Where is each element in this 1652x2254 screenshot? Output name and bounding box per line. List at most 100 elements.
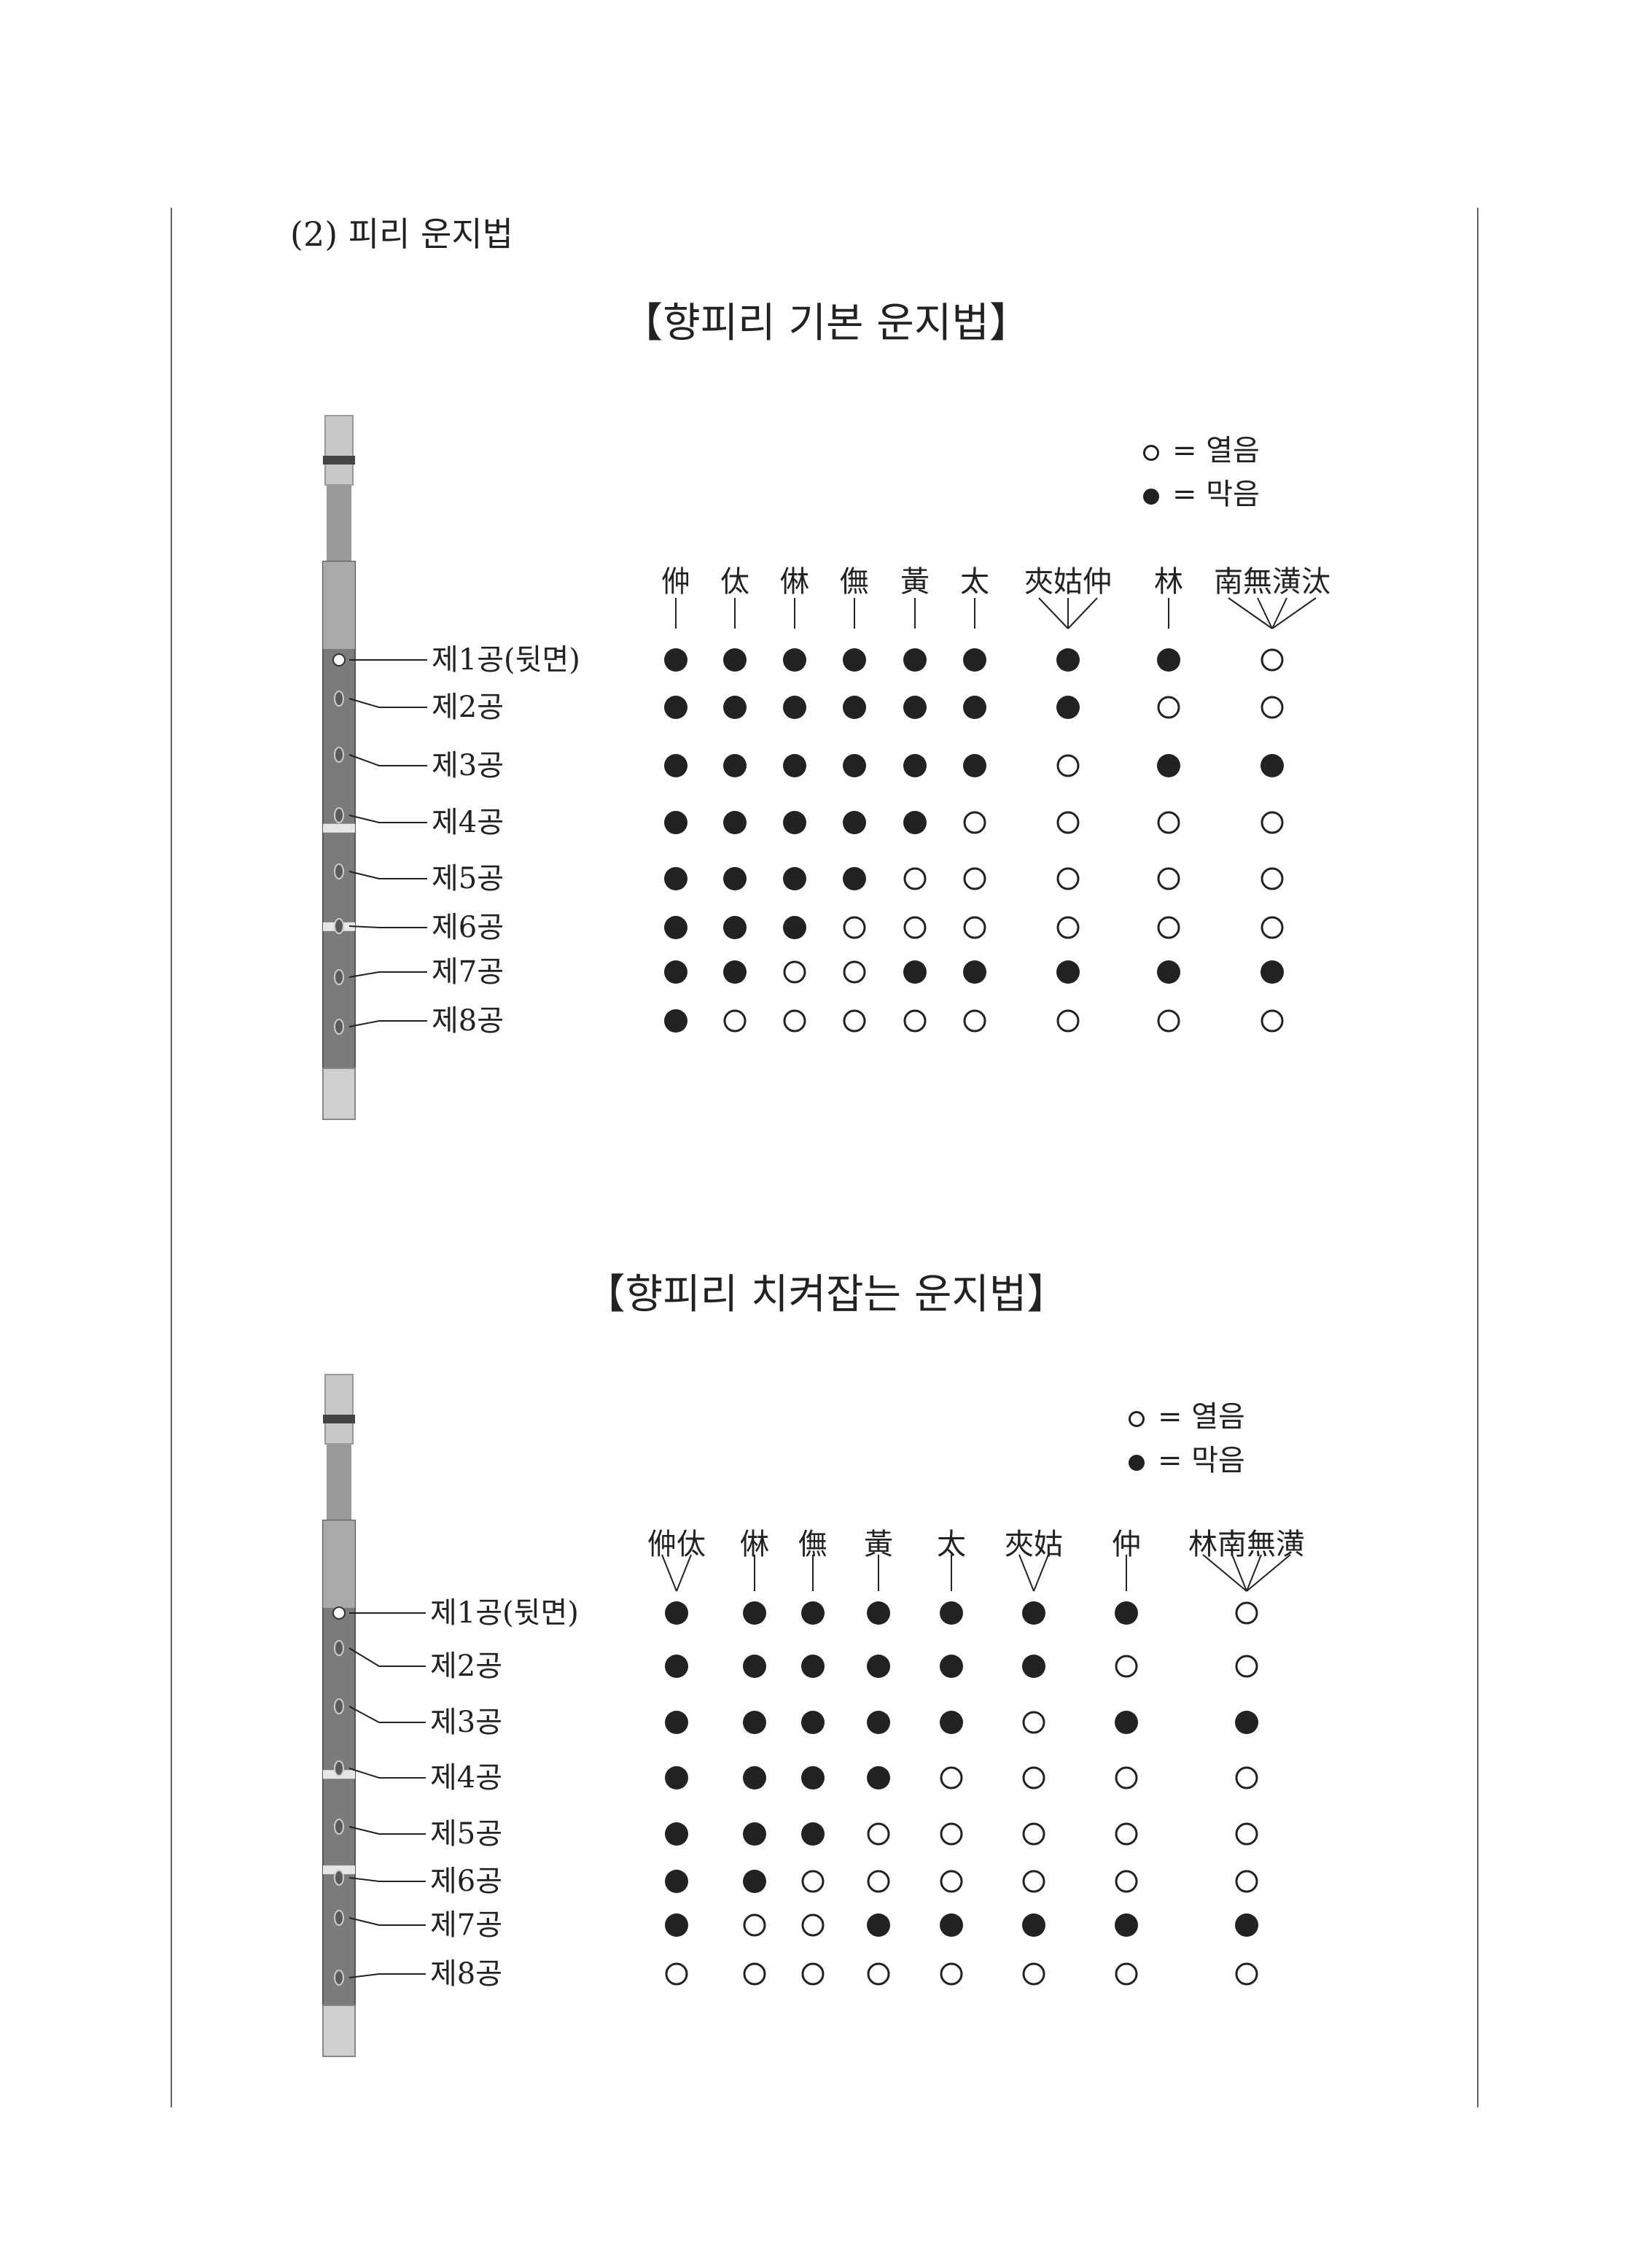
hole-label: 제3공 xyxy=(430,1706,503,1739)
pipe-hole xyxy=(332,653,346,667)
note-label: 夾姑 xyxy=(1005,1528,1063,1561)
closed-hole-mark xyxy=(665,1601,688,1625)
open-hole-mark xyxy=(1056,811,1080,834)
legend-open-label: = 열음 xyxy=(1172,434,1260,467)
piri-reed xyxy=(324,415,354,486)
section-heading: (2) 피리 운지법 xyxy=(290,214,514,254)
note-connector-line xyxy=(1018,1554,1035,1592)
open-hole-mark xyxy=(783,960,806,984)
closed-hole-mark xyxy=(867,1711,890,1734)
hole-leader-line xyxy=(348,1917,426,1926)
left-margin-rule xyxy=(171,208,172,2107)
open-hole-mark xyxy=(1235,1655,1258,1678)
open-hole-mark xyxy=(843,916,866,939)
open-hole-mark xyxy=(1022,1766,1045,1789)
open-hole-mark xyxy=(1235,1766,1258,1789)
closed-hole-mark xyxy=(1115,1601,1138,1625)
pipe-hole xyxy=(334,1760,344,1776)
piri-neck xyxy=(327,1444,351,1524)
closed-hole-mark xyxy=(903,811,927,834)
hole-leader-line xyxy=(348,1647,426,1667)
note-label: 太 xyxy=(937,1528,966,1561)
pipe-hole xyxy=(332,1606,346,1620)
note-connector-line xyxy=(1231,1554,1247,1592)
hole-label: 제2공 xyxy=(430,1649,503,1683)
open-hole-mark xyxy=(1022,1711,1045,1734)
note-label: 㑣 xyxy=(780,565,809,599)
open-hole-mark xyxy=(1022,1962,1045,1986)
closed-hole-mark xyxy=(903,696,927,719)
legend-closed-label: = 막음 xyxy=(1172,478,1260,511)
pipe-hole xyxy=(334,1910,344,1926)
piri-instrument xyxy=(322,1374,356,2057)
piri-instrument xyxy=(322,415,356,1120)
hole-leader-line xyxy=(348,871,427,879)
closed-hole-mark xyxy=(963,696,986,719)
open-hole-mark xyxy=(1115,1870,1138,1893)
open-hole-mark xyxy=(1056,754,1080,777)
piri-body-highlight xyxy=(323,561,355,649)
hole-leader-line xyxy=(348,1768,426,1779)
closed-hole-mark xyxy=(867,1913,890,1937)
open-hole-mark xyxy=(1115,1822,1138,1846)
closed-hole-mark xyxy=(801,1822,825,1846)
closed-hole-mark xyxy=(723,867,747,890)
piri-neck xyxy=(327,485,351,565)
open-hole-mark xyxy=(963,916,986,939)
open-hole-mark xyxy=(903,916,927,939)
note-label: 林 xyxy=(1154,565,1183,599)
open-hole-mark xyxy=(1261,1009,1284,1033)
hole-label: 제7공 xyxy=(432,955,504,989)
hole-leader-line xyxy=(348,754,427,766)
closed-hole-mark xyxy=(1235,1711,1258,1734)
hole-leader-line xyxy=(348,1826,426,1835)
fingering-chart-basic-graphic xyxy=(322,415,1317,1120)
closed-hole-mark xyxy=(665,1711,688,1734)
closed-hole-mark xyxy=(903,960,927,984)
piri-bell xyxy=(322,1068,356,1120)
closed-hole-mark xyxy=(801,1655,825,1678)
closed-hole-mark xyxy=(783,754,806,777)
hole-label: 제4공 xyxy=(430,1761,503,1795)
hole-label: 제5공 xyxy=(432,862,504,895)
open-hole-mark xyxy=(1115,1766,1138,1789)
hole-label: 제4공 xyxy=(432,806,504,839)
closed-hole-mark xyxy=(783,811,806,834)
pipe-hole xyxy=(334,863,344,879)
closed-hole-mark xyxy=(664,754,687,777)
closed-hole-mark xyxy=(801,1601,825,1625)
hole-label: 제1공(뒷면) xyxy=(430,1596,579,1630)
open-hole-mark xyxy=(801,1870,825,1893)
closed-hole-mark xyxy=(843,648,866,672)
open-hole-mark xyxy=(801,1913,825,1937)
closed-hole-mark xyxy=(867,1766,890,1789)
closed-hole-mark xyxy=(903,648,927,672)
open-hole-mark xyxy=(1261,696,1284,719)
closed-hole-mark xyxy=(843,754,866,777)
note-label: 夾姑仲 xyxy=(1024,565,1112,599)
pipe-hole xyxy=(334,1870,344,1886)
open-hole-mark xyxy=(1235,1870,1258,1893)
hole-leader-line xyxy=(348,815,427,823)
closed-hole-mark xyxy=(940,1601,963,1625)
closed-hole-mark xyxy=(867,1601,890,1625)
fingering-chart-raised-graphic xyxy=(322,1374,1291,2057)
closed-hole-mark xyxy=(843,811,866,834)
closed-hole-mark xyxy=(665,1822,688,1846)
hole-leader-line xyxy=(348,1877,426,1882)
closed-hole-mark xyxy=(1261,754,1284,777)
closed-hole-mark xyxy=(743,1822,766,1846)
closed-hole-mark xyxy=(743,1766,766,1789)
legend-closed: = 막음 xyxy=(1129,1437,1245,1479)
open-hole-mark xyxy=(723,1009,747,1033)
closed-hole-mark xyxy=(1056,960,1080,984)
note-connector-line xyxy=(1038,597,1069,629)
closed-hole-mark xyxy=(1056,696,1080,719)
open-hole-mark xyxy=(1261,648,1284,672)
pipe-hole xyxy=(334,1698,344,1714)
closed-hole-mark xyxy=(940,1913,963,1937)
closed-hole-mark xyxy=(1261,960,1284,984)
legend-closed: = 막음 xyxy=(1143,470,1260,513)
closed-hole-mark xyxy=(743,1601,766,1625)
hole-label: 제3공 xyxy=(432,749,504,782)
